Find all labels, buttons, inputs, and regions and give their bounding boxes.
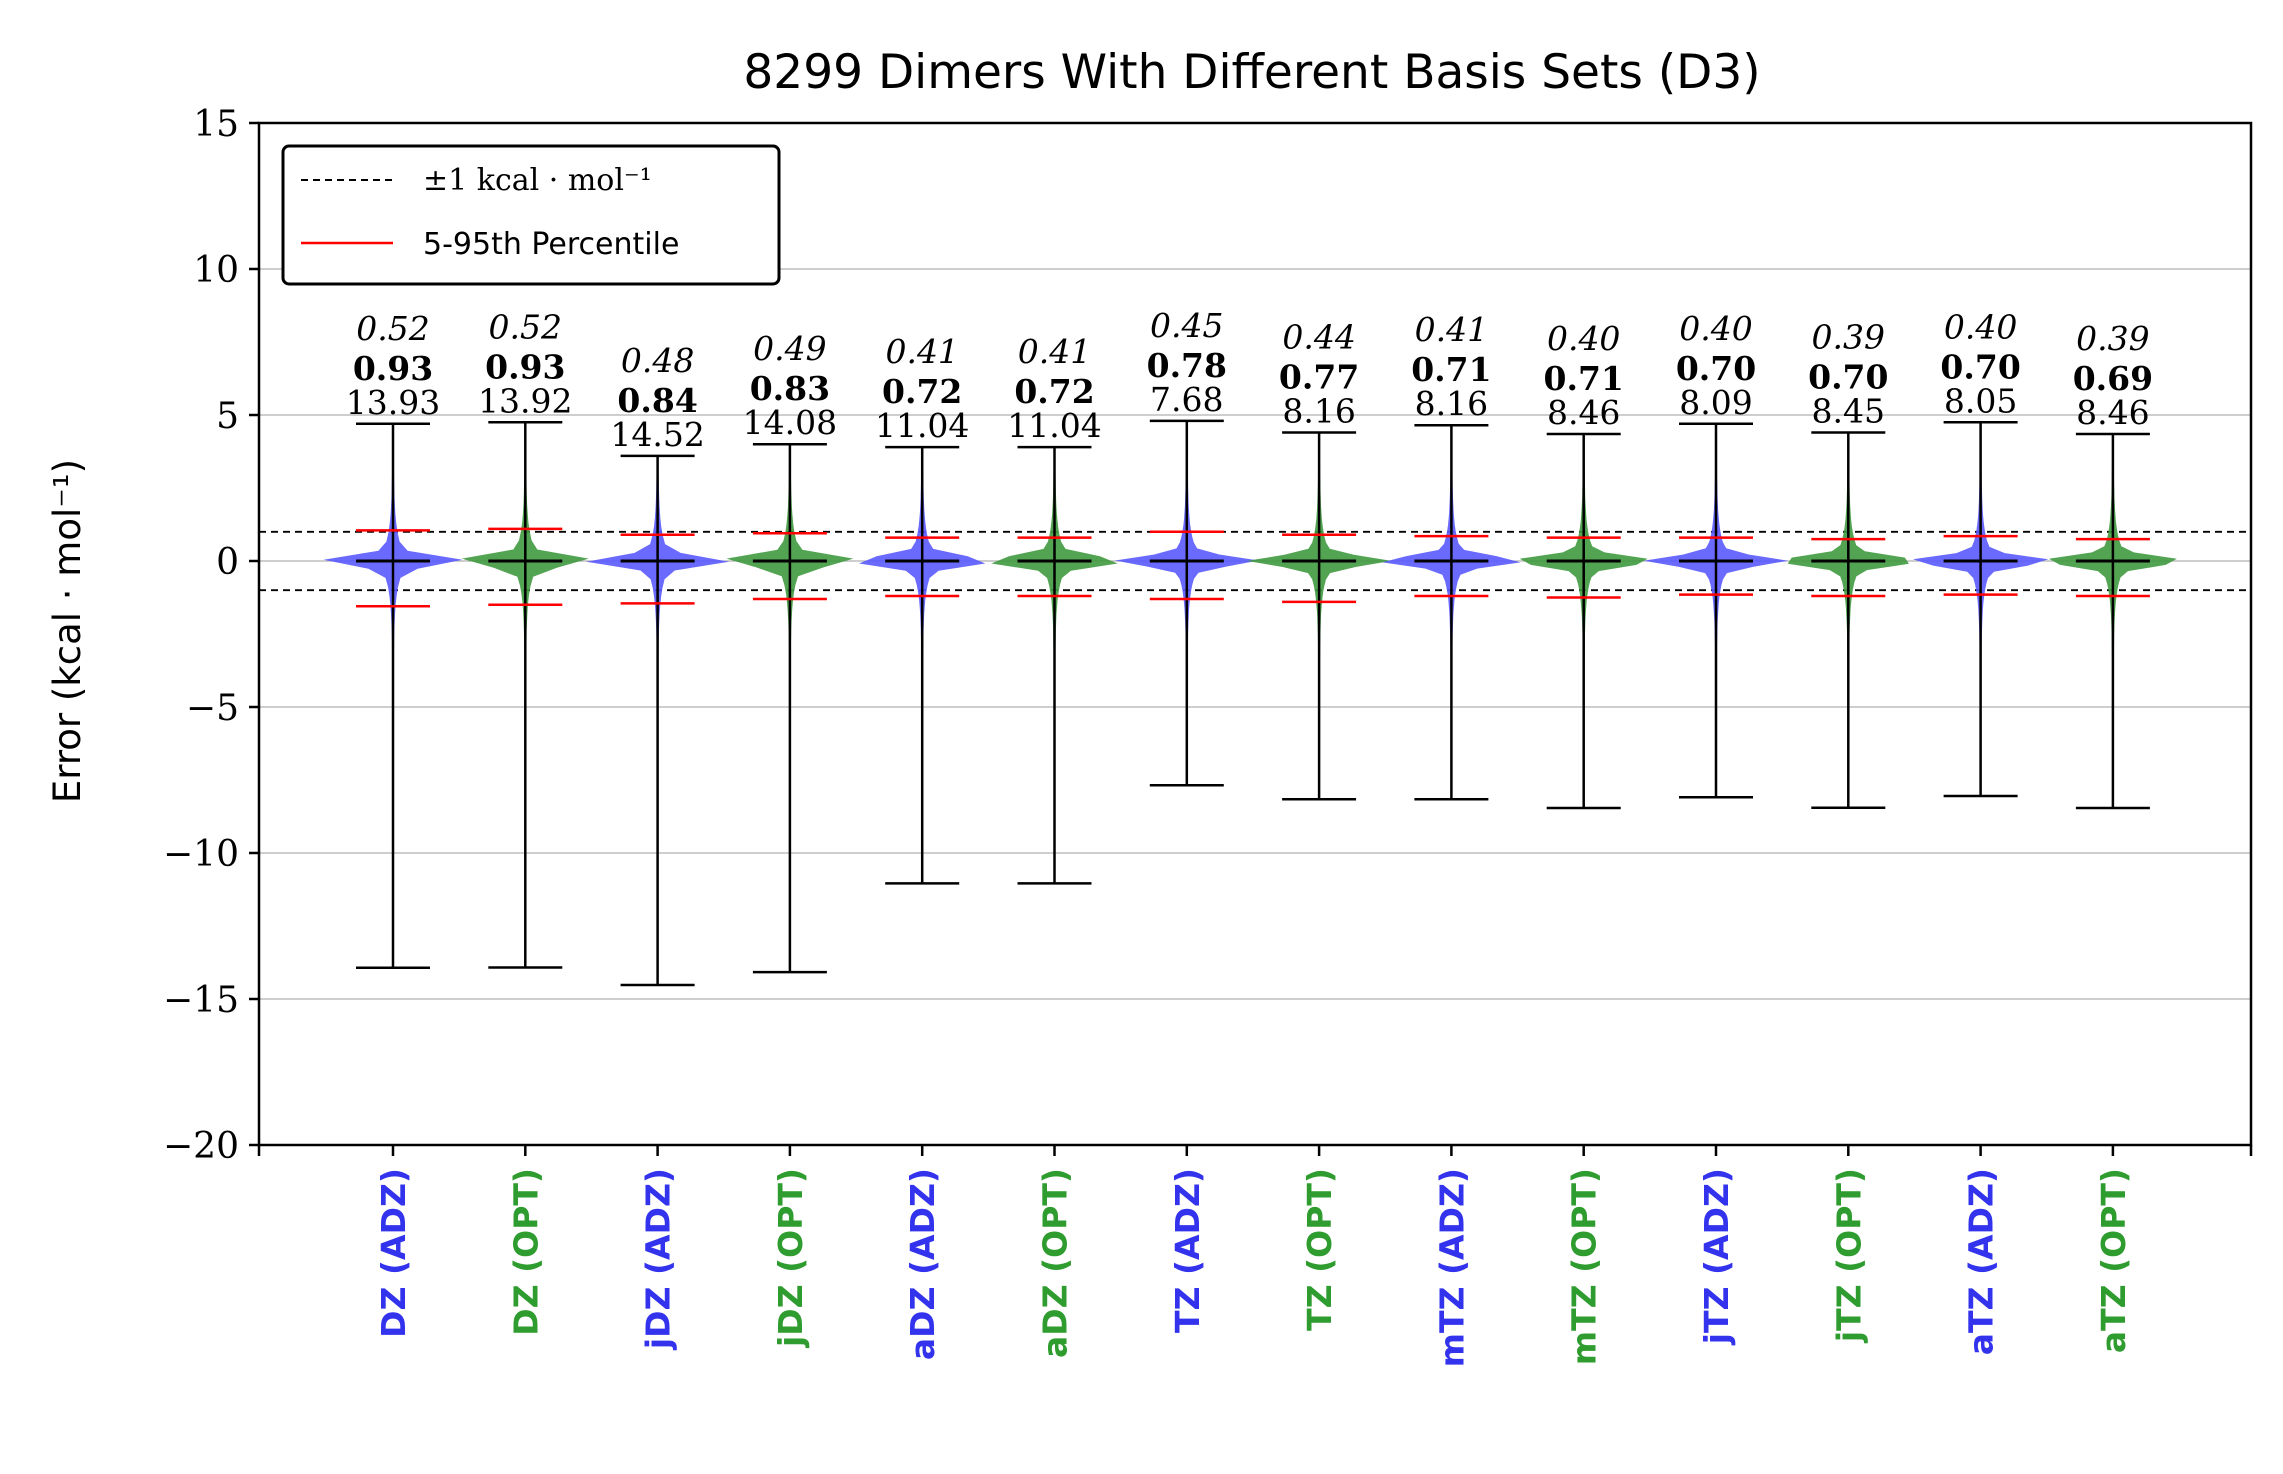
- y-axis-ticks: 15 10 5 0 −5 −10 −15 −20: [163, 104, 259, 1167]
- x-tick-label-4: aDZ (ADZ): [903, 1168, 942, 1360]
- legend: ±1 kcal · mol⁻¹ 5-95th Percentile: [281, 144, 781, 286]
- max-error-label-9: 8.46: [1547, 393, 1620, 432]
- rmse-label-1: 0.93: [485, 347, 565, 386]
- rmse-label-6: 0.78: [1147, 346, 1227, 385]
- legend-box: [281, 144, 781, 286]
- legend-label-tolerance: ±1 kcal · mol⁻¹: [423, 163, 652, 198]
- plot-frame: [257, 121, 2253, 1147]
- max-error-label-5: 11.04: [1007, 406, 1101, 445]
- rmse-label-11: 0.70: [1808, 358, 1888, 397]
- chart-title: 8299 Dimers With Different Basis Sets (D…: [743, 45, 1760, 100]
- x-tick-label-1: DZ (OPT): [506, 1168, 545, 1336]
- rmse-label-5: 0.72: [1014, 372, 1094, 411]
- max-error-label-0: 13.93: [346, 383, 440, 422]
- y-tick-label-1: 10: [193, 250, 239, 291]
- violins: [323, 419, 2177, 987]
- x-tick-label-11: jTZ (OPT): [1829, 1168, 1868, 1344]
- mae-label-3: 0.49: [753, 329, 826, 368]
- mae-label-7: 0.44: [1282, 318, 1355, 357]
- rmse-label-7: 0.77: [1279, 358, 1359, 397]
- x-tick-label-0: DZ (ADZ): [374, 1168, 413, 1338]
- mae-label-4: 0.41: [885, 332, 958, 371]
- x-tick-label-6: TZ (ADZ): [1168, 1168, 1207, 1333]
- x-tick-label-13: aTZ (OPT): [2094, 1168, 2133, 1353]
- y-tick-label-6: −15: [163, 980, 239, 1021]
- mae-label-11: 0.39: [1812, 318, 1885, 357]
- mae-label-8: 0.41: [1415, 310, 1488, 349]
- x-tick-label-9: mTZ (OPT): [1565, 1168, 1604, 1365]
- rmse-label-3: 0.83: [750, 369, 830, 408]
- rmse-label-8: 0.71: [1411, 350, 1491, 389]
- max-error-label-6: 7.68: [1150, 380, 1223, 419]
- y-tick-label-0: 15: [193, 104, 239, 145]
- x-tick-label-3: jDZ (OPT): [771, 1168, 810, 1349]
- y-axis-label: Error (kcal · mol⁻¹): [46, 459, 89, 803]
- rmse-label-9: 0.71: [1544, 359, 1624, 398]
- max-error-label-10: 8.09: [1679, 383, 1752, 422]
- x-tick-label-5: aDZ (OPT): [1036, 1168, 1075, 1358]
- mae-label-10: 0.40: [1679, 309, 1752, 348]
- max-error-label-2: 14.52: [610, 415, 704, 454]
- max-error-label-4: 11.04: [875, 406, 969, 445]
- legend-label-percentile: 5-95th Percentile: [423, 227, 679, 262]
- mae-label-2: 0.48: [621, 341, 694, 380]
- rmse-label-12: 0.70: [1940, 347, 2020, 386]
- reference-lines: [259, 530, 2251, 592]
- rmse-label-10: 0.70: [1676, 349, 1756, 388]
- mae-label-13: 0.39: [2076, 319, 2149, 358]
- max-error-label-8: 8.16: [1415, 384, 1488, 423]
- x-tick-label-12: aTZ (ADZ): [1962, 1168, 2001, 1355]
- y-tick-label-2: 5: [216, 396, 239, 437]
- y-tick-label-5: −10: [163, 834, 239, 875]
- mae-label-9: 0.40: [1547, 319, 1620, 358]
- max-error-label-1: 13.92: [478, 381, 572, 420]
- rmse-label-13: 0.69: [2073, 359, 2153, 398]
- x-axis-ticks: DZ (ADZ) DZ (OPT) jDZ (ADZ) jDZ (OPT) aDZ (A…: [257, 1145, 2253, 1367]
- max-error-label-7: 8.16: [1282, 392, 1355, 431]
- x-tick-label-7: TZ (OPT): [1300, 1168, 1339, 1331]
- x-tick-label-8: mTZ (ADZ): [1432, 1168, 1471, 1367]
- mae-label-1: 0.52: [489, 307, 562, 346]
- max-error-label-11: 8.45: [1812, 392, 1885, 431]
- max-error-label-12: 8.05: [1944, 381, 2017, 420]
- y-tick-label-3: 0: [216, 542, 239, 583]
- y-tick-label-4: −5: [186, 688, 239, 729]
- rmse-label-2: 0.84: [617, 381, 697, 420]
- max-error-label-3: 14.08: [743, 403, 837, 442]
- mae-label-12: 0.40: [1944, 307, 2017, 346]
- rmse-label-0: 0.93: [353, 349, 433, 388]
- x-tick-label-2: jDZ (ADZ): [639, 1168, 678, 1351]
- mae-label-6: 0.45: [1150, 306, 1223, 345]
- rmse-label-4: 0.72: [882, 372, 962, 411]
- mae-label-5: 0.41: [1018, 332, 1091, 371]
- stat-labels: 13.930.930.5213.920.930.5214.520.840.481…: [346, 306, 2153, 454]
- y-tick-label-7: −20: [163, 1126, 239, 1167]
- mae-label-0: 0.52: [356, 309, 429, 348]
- x-tick-label-10: jTZ (ADZ): [1697, 1168, 1736, 1346]
- max-error-label-13: 8.46: [2076, 393, 2149, 432]
